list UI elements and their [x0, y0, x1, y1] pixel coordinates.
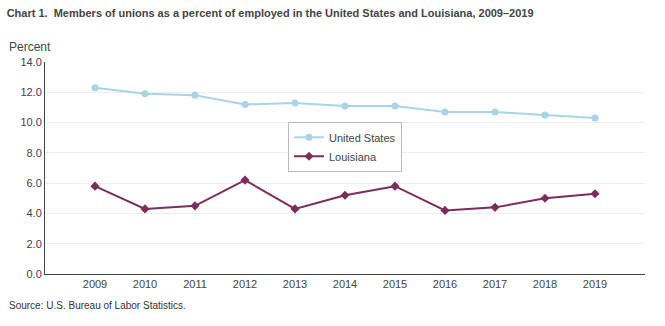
svg-text:2019: 2019: [583, 278, 607, 290]
svg-text:14.0: 14.0: [20, 56, 41, 68]
svg-text:2010: 2010: [133, 278, 157, 290]
svg-text:6.0: 6.0: [27, 177, 42, 189]
svg-text:2015: 2015: [383, 278, 407, 290]
svg-text:2.0: 2.0: [27, 238, 42, 250]
svg-text:0.0: 0.0: [27, 268, 42, 280]
svg-text:8.0: 8.0: [27, 147, 42, 159]
svg-text:2013: 2013: [283, 278, 307, 290]
svg-text:2017: 2017: [483, 278, 507, 290]
svg-text:12.0: 12.0: [20, 86, 41, 98]
svg-text:Percent: Percent: [9, 40, 51, 54]
svg-text:2011: 2011: [183, 278, 207, 290]
svg-text:2018: 2018: [533, 278, 557, 290]
svg-text:Chart 1. Members of unions as: Chart 1. Members of unions as a percent …: [7, 7, 534, 19]
svg-text:4.0: 4.0: [27, 207, 42, 219]
svg-text:2009: 2009: [83, 278, 107, 290]
svg-text:Source: U.S. Bureau of Labor S: Source: U.S. Bureau of Labor Statistics.: [9, 300, 186, 311]
svg-text:2016: 2016: [433, 278, 457, 290]
svg-text:Louisiana: Louisiana: [329, 151, 377, 163]
svg-text:United States: United States: [329, 132, 396, 144]
svg-text:2012: 2012: [233, 278, 257, 290]
svg-text:10.0: 10.0: [20, 116, 41, 128]
svg-text:2014: 2014: [333, 278, 357, 290]
